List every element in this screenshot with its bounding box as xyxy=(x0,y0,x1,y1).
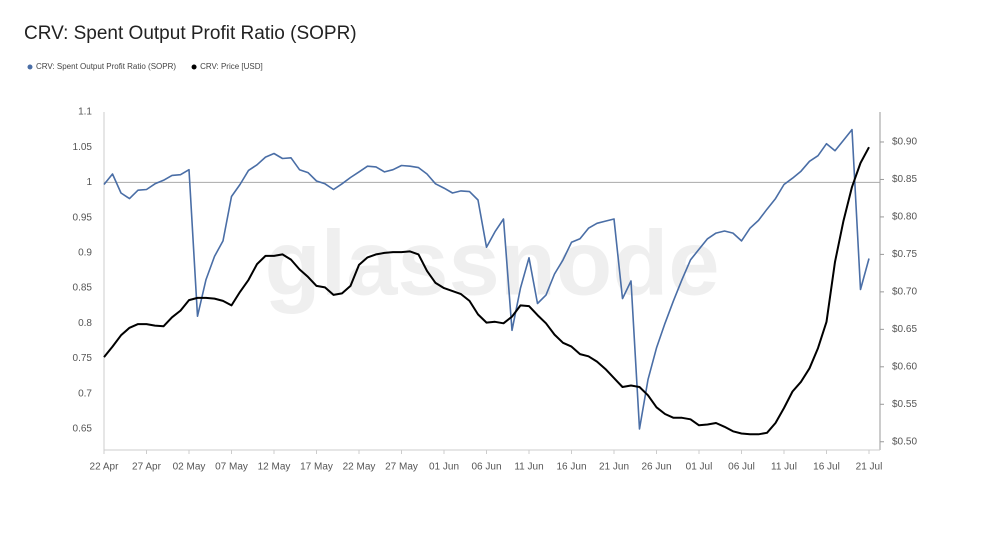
x-tick-label: 16 Jul xyxy=(813,462,840,473)
y2-tick-label: $0.65 xyxy=(892,324,917,335)
y-tick-label: 1.05 xyxy=(73,142,93,153)
x-tick-label: 06 Jul xyxy=(728,462,755,473)
chart-title: CRV: Spent Output Profit Ratio (SOPR) xyxy=(24,23,357,44)
x-tick-label: 26 Jun xyxy=(641,462,671,473)
series-line xyxy=(103,146,870,436)
x-tick-label: 21 Jul xyxy=(856,462,883,473)
legend-marker xyxy=(27,64,33,70)
y-tick-label: 1 xyxy=(86,177,92,188)
y2-tick-label: $0.60 xyxy=(892,361,917,372)
y2-tick-label: $0.90 xyxy=(892,137,917,148)
x-tick-label: 21 Jun xyxy=(599,462,629,473)
x-tick-label: 27 Apr xyxy=(132,462,162,473)
x-tick-label: 02 May xyxy=(173,462,206,473)
legend-marker xyxy=(191,64,197,70)
y2-tick-label: $0.85 xyxy=(892,174,917,185)
series-line xyxy=(103,128,870,430)
y-tick-label: 0.85 xyxy=(73,283,93,294)
y2-tick-label: $0.50 xyxy=(892,436,917,447)
y-tick-label: 0.75 xyxy=(73,353,93,364)
legend-label: CRV: Spent Output Profit Ratio (SOPR) xyxy=(36,62,176,71)
x-tick-label: 07 May xyxy=(215,462,248,473)
legend-label: CRV: Price [USD] xyxy=(200,62,263,71)
y-tick-label: 0.9 xyxy=(78,247,92,258)
x-tick-label: 06 Jun xyxy=(471,462,501,473)
y-tick-label: 1.1 xyxy=(78,107,92,118)
y2-tick-label: $0.55 xyxy=(892,399,917,410)
y2-tick-label: $0.80 xyxy=(892,212,917,223)
x-tick-label: 27 May xyxy=(385,462,418,473)
y2-tick-label: $0.70 xyxy=(892,287,917,298)
x-tick-label: 16 Jun xyxy=(556,462,586,473)
x-tick-label: 17 May xyxy=(300,462,333,473)
y-tick-label: 0.65 xyxy=(73,424,93,435)
x-tick-label: 11 Jun xyxy=(514,462,543,473)
x-tick-label: 01 Jun xyxy=(429,462,459,473)
y-tick-label: 0.95 xyxy=(73,212,93,223)
y2-tick-label: $0.75 xyxy=(892,249,917,260)
x-tick-label: 22 Apr xyxy=(90,462,120,473)
y-tick-label: 0.8 xyxy=(78,318,92,329)
watermark: glassnode xyxy=(264,212,719,314)
y-tick-label: 0.7 xyxy=(78,388,92,399)
x-tick-label: 12 May xyxy=(258,462,291,473)
x-tick-label: 01 Jul xyxy=(686,462,713,473)
x-tick-label: 11 Jul xyxy=(771,462,797,473)
x-tick-label: 22 May xyxy=(343,462,376,473)
